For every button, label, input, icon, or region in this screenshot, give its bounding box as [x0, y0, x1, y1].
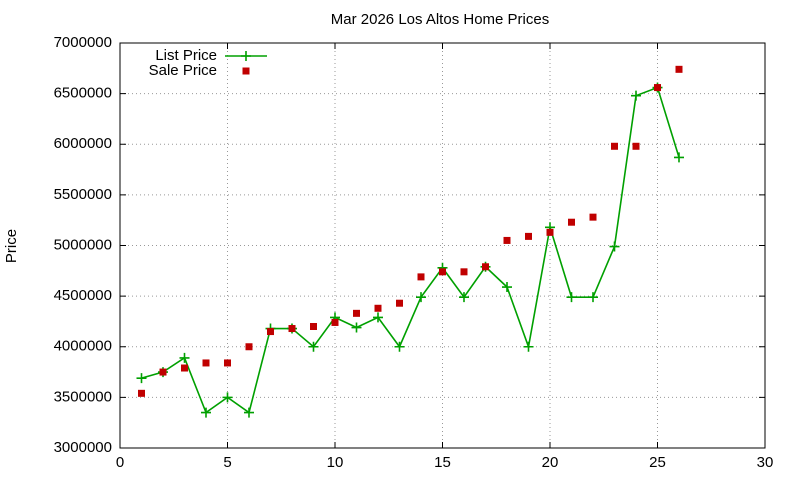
data-point — [394, 341, 405, 352]
legend-label: Sale Price — [149, 62, 217, 79]
data-point — [674, 152, 684, 163]
data-point — [308, 341, 319, 352]
y-tick-label: 3000000 — [54, 439, 112, 456]
plot-frame — [119, 42, 766, 449]
data-point — [224, 359, 231, 367]
data-point — [589, 213, 597, 221]
y-tick-label: 7000000 — [54, 34, 112, 51]
y-axis-label: Price — [3, 229, 20, 263]
y-tick-label: 6500000 — [54, 85, 112, 102]
data-point — [353, 309, 360, 317]
data-point — [609, 241, 620, 252]
data-point — [568, 218, 575, 226]
data-point — [523, 341, 534, 352]
data-point — [244, 407, 254, 418]
data-point — [417, 273, 425, 281]
data-point — [546, 228, 554, 236]
data-point — [374, 304, 382, 312]
y-tick-label: 4000000 — [54, 338, 112, 355]
chart-title: Mar 2026 Los Altos Home Prices — [331, 11, 549, 28]
data-point — [611, 142, 618, 150]
x-tick-label: 0 — [116, 454, 124, 471]
data-point — [632, 142, 640, 150]
legend-marker — [242, 67, 250, 75]
x-tick-label: 30 — [757, 454, 774, 471]
data-point — [159, 368, 167, 376]
legend-marker — [241, 51, 251, 61]
y-tick-label: 6000000 — [54, 135, 112, 152]
data-point — [566, 292, 577, 303]
x-tick-label: 15 — [434, 454, 451, 471]
data-point — [588, 292, 598, 303]
data-point — [439, 268, 446, 276]
data-point — [459, 292, 469, 303]
data-point — [136, 373, 147, 384]
data-point — [245, 343, 253, 351]
data-point — [460, 268, 468, 276]
data-point — [503, 236, 511, 244]
x-tick-label: 10 — [327, 454, 344, 471]
data-point — [351, 322, 362, 333]
data-point — [675, 65, 683, 73]
x-tick-label: 5 — [223, 454, 231, 471]
data-point — [181, 364, 188, 372]
data-point — [201, 407, 211, 418]
x-tick-label: 20 — [542, 454, 559, 471]
y-tick-label: 4500000 — [54, 287, 112, 304]
data-point — [267, 328, 274, 336]
data-point — [331, 318, 339, 326]
y-tick-label: 3500000 — [54, 388, 112, 405]
data-point — [373, 312, 383, 323]
data-point — [138, 389, 145, 397]
data-point — [416, 292, 426, 303]
data-point — [179, 352, 190, 363]
data-point — [288, 325, 296, 333]
data-point — [482, 263, 489, 271]
data-point — [396, 299, 403, 307]
y-tick-label: 5000000 — [54, 236, 112, 253]
y-tick-label: 5500000 — [54, 186, 112, 203]
data-point — [654, 84, 661, 92]
legend-label: List Price — [155, 47, 217, 64]
data-point — [202, 359, 210, 367]
data-point — [525, 232, 532, 240]
data-point — [310, 323, 317, 330]
data-point — [502, 282, 512, 293]
data-point — [631, 90, 641, 101]
x-tick-label: 25 — [649, 454, 666, 471]
data-point — [222, 392, 233, 403]
